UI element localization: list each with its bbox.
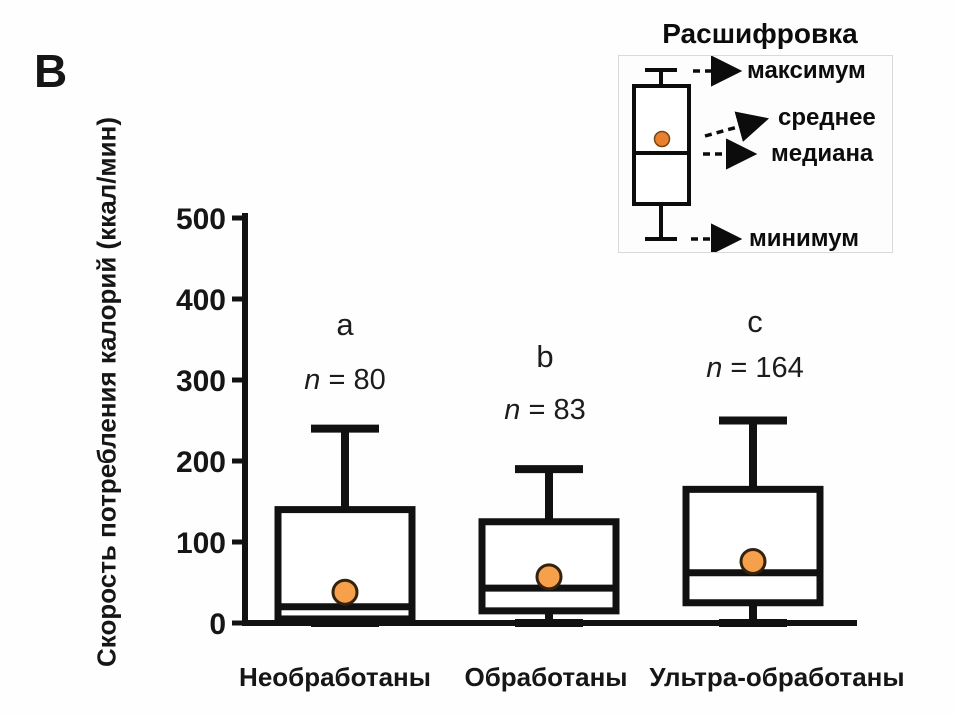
n-label-group1: n = 80: [304, 365, 385, 395]
n-label-group3: n = 164: [706, 353, 804, 383]
y-tick-label: 0: [209, 608, 226, 641]
legend-item-max: максимум: [747, 57, 866, 84]
y-tick-label: 400: [176, 284, 226, 317]
legend: максимум среднее медиана минимум: [618, 55, 893, 253]
x-label-ultra-processed: Ультра-обработаны: [649, 662, 905, 692]
y-tick-label: 200: [176, 446, 226, 479]
n-label-group2: n = 83: [504, 395, 585, 425]
n-symbol: n: [504, 394, 521, 426]
mean-dot-group3: [739, 547, 767, 575]
y-tick-label: 500: [176, 203, 226, 236]
panel-letter: В: [34, 45, 68, 97]
n-value: = 83: [520, 394, 586, 426]
sig-letter-group2: b: [536, 339, 554, 374]
n-value: = 164: [722, 352, 804, 384]
x-label-unprocessed: Необработаны: [239, 662, 431, 692]
glyph-mean-dot: [653, 130, 671, 148]
legend-title: Расшифровка: [662, 18, 858, 49]
x-label-processed: Обработаны: [464, 662, 628, 692]
n-symbol: n: [706, 352, 723, 384]
n-value: = 80: [320, 364, 386, 396]
y-tick-label: 100: [176, 527, 226, 560]
legend-item-min: минимум: [749, 225, 859, 252]
legend-item-mean: среднее: [778, 104, 876, 131]
sig-letter-group3: c: [747, 304, 763, 339]
box-group3: [682, 485, 824, 607]
mean-dot-group1: [331, 578, 359, 606]
legend-boxplot-glyph: [632, 56, 770, 252]
sig-letter-group1: a: [336, 307, 354, 342]
arrow-mean: [704, 111, 770, 142]
legend-item-median: медиана: [771, 140, 874, 167]
mean-dot-group2: [535, 563, 563, 591]
n-symbol: n: [304, 364, 321, 396]
y-tick-label: 300: [176, 365, 226, 398]
